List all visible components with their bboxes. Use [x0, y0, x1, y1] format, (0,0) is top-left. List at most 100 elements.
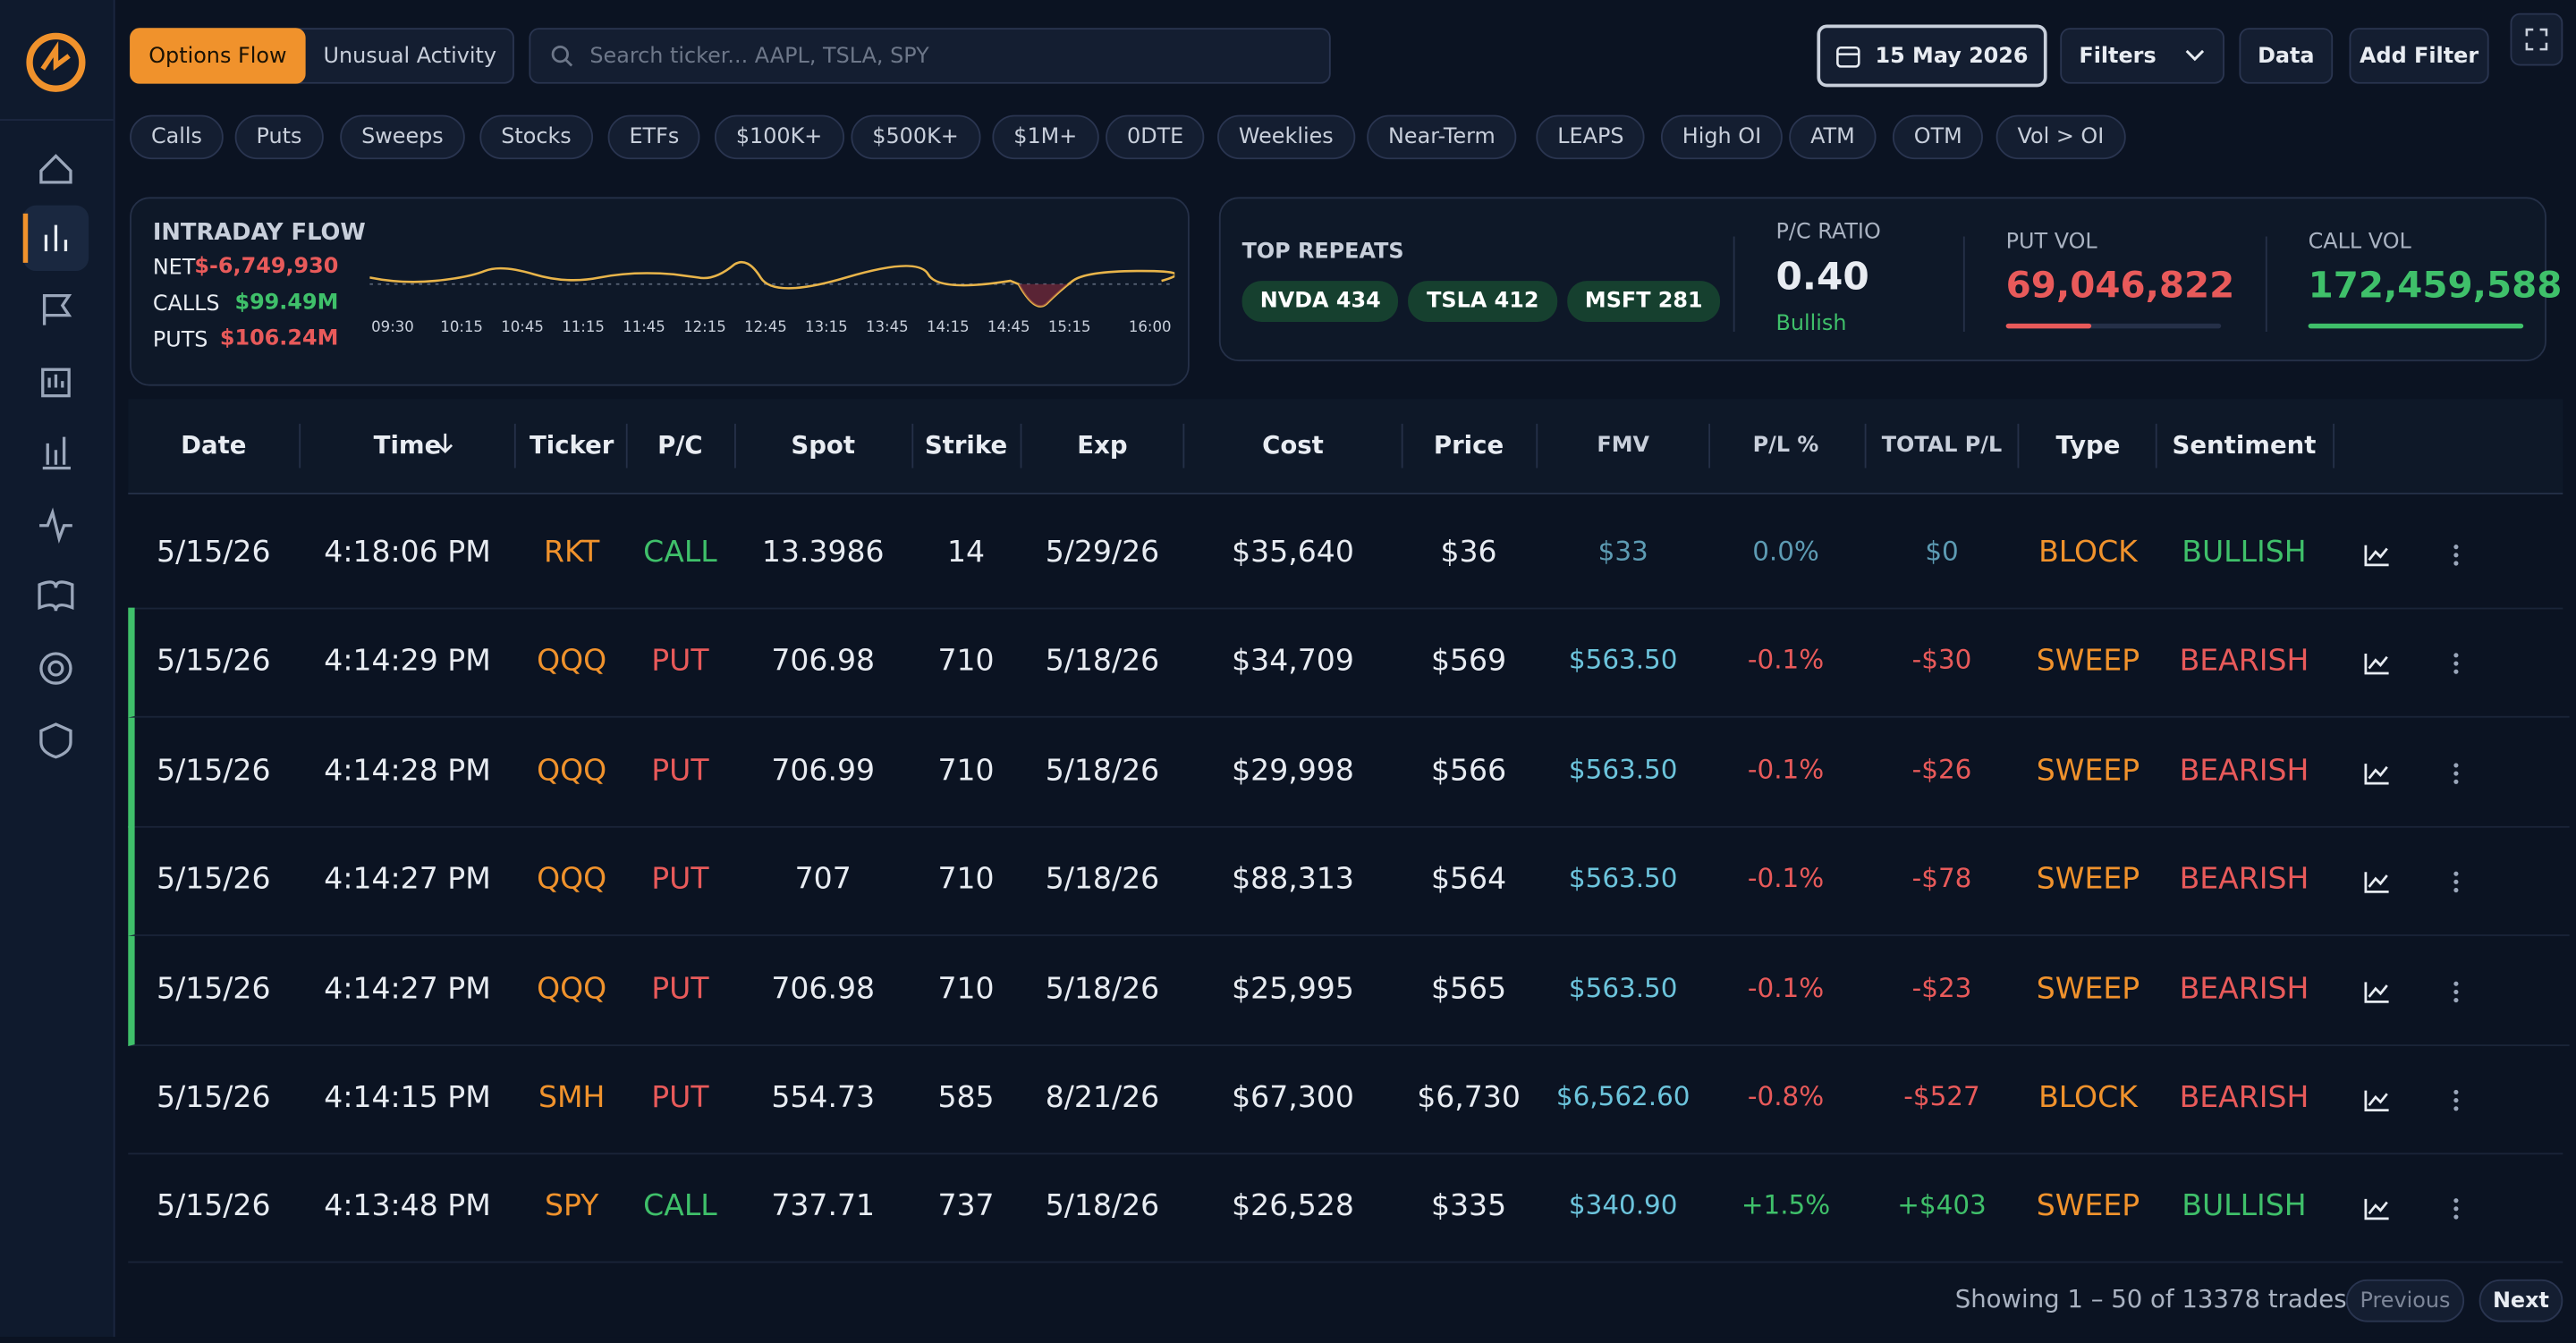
stats-panel: TOP REPEATS NVDA 434 TSLA 412 MSFT 281 P/C…	[1218, 197, 2562, 362]
table-cell: QQQ	[537, 862, 607, 898]
time-label: 13:15	[805, 320, 848, 337]
table-row[interactable]	[128, 499, 2563, 610]
row-actions[interactable]	[2362, 978, 2478, 1004]
next-button[interactable]: Next	[2479, 1279, 2563, 1322]
table-cell: BULLISH	[2182, 535, 2307, 570]
filter-chip[interactable]: Calls	[130, 114, 224, 160]
intraday-panel: INTRADAY FLOW NET $-6,749,930 CALLS $99.49M…	[130, 197, 1190, 386]
column-header: Time	[373, 430, 442, 460]
table-cell: 4:14:27 PM	[324, 862, 491, 898]
table-cell: $564	[1430, 862, 1507, 898]
row-actions[interactable]	[2362, 651, 2478, 677]
filter-chip[interactable]: OTM	[1892, 114, 1984, 160]
table-cell: 5/15/26	[157, 753, 271, 789]
table-cell: -0.1%	[1747, 862, 1825, 894]
table-row[interactable]	[128, 1044, 2563, 1155]
column-header: FMV	[1597, 433, 1649, 459]
row-actions[interactable]	[2362, 869, 2478, 895]
table-cell: 554.73	[771, 1080, 876, 1116]
row-actions[interactable]	[2362, 1196, 2478, 1222]
table-cell: 710	[937, 753, 995, 789]
table-row[interactable]	[128, 608, 2570, 719]
table-cell: $563.50	[1568, 753, 1678, 785]
time-label: 09:30	[371, 320, 414, 337]
pc-ratio-label: P/C RATIO	[1775, 220, 1881, 245]
filter-chip[interactable]: Sweeps	[340, 114, 465, 160]
tab[interactable]: Options Flow	[130, 28, 306, 84]
search-box[interactable]: Search ticker... AAPL, TSLA, SPY	[529, 28, 1331, 84]
table-row[interactable]	[128, 826, 2570, 937]
add-filter-button[interactable]: Add Filter	[2349, 28, 2489, 84]
date-button[interactable]: 15 May 2026	[1817, 24, 2047, 88]
table-row[interactable]	[128, 935, 2570, 1046]
call-vol-bar	[2308, 323, 2524, 329]
filter-chip[interactable]: $500K+	[851, 114, 980, 160]
row-action-icons[interactable]	[2362, 978, 2478, 1004]
row-action-icons[interactable]	[2362, 760, 2478, 786]
filter-chip[interactable]: Stocks	[479, 114, 593, 160]
row-actions[interactable]	[2362, 542, 2478, 568]
table-cell: $563.50	[1568, 862, 1678, 894]
table-cell: 737	[937, 1189, 995, 1225]
row-actions[interactable]	[2362, 760, 2478, 786]
table-cell: 4:18:06 PM	[324, 535, 491, 570]
flow-value: $-6,749,930	[194, 254, 339, 280]
table-cell: 5/15/26	[157, 535, 271, 570]
flow-label: PUTS	[152, 328, 208, 353]
table-cell: 710	[937, 644, 995, 680]
column-divider	[1401, 423, 1403, 469]
filters-button[interactable]: Filters	[2060, 28, 2224, 84]
row-actions[interactable]	[2362, 1087, 2478, 1113]
table-cell: 5/15/26	[157, 971, 271, 1007]
table-cell: $563.50	[1568, 644, 1678, 676]
column-header: Sentiment	[2172, 430, 2317, 460]
table-cell: +$403	[1897, 1189, 1987, 1221]
data-button[interactable]: Data	[2239, 28, 2334, 84]
filter-chip[interactable]: Near-Term	[1367, 114, 1517, 160]
filter-chip[interactable]: High OI	[1660, 114, 1783, 160]
row-action-icons[interactable]	[2362, 869, 2478, 895]
filter-chip[interactable]: Vol > OI	[1996, 114, 2126, 160]
column-divider	[1020, 423, 1022, 469]
filters-label: Filters	[2079, 43, 2157, 69]
prev-button[interactable]: Previous	[2345, 1279, 2465, 1322]
tab[interactable]: Unusual Activity	[323, 43, 497, 69]
row-action-icons[interactable]	[2362, 542, 2478, 568]
table-cell: BEARISH	[2179, 644, 2309, 680]
table-row[interactable]	[128, 717, 2570, 828]
row-action-icons[interactable]	[2362, 1196, 2478, 1222]
table-cell: BLOCK	[2038, 535, 2138, 570]
put-vol-label: PUT VOL	[2005, 230, 2097, 255]
panel-title: INTRADAY FLOW	[152, 220, 366, 247]
filter-chip[interactable]: $1M+	[992, 114, 1099, 160]
filter-chip[interactable]: $100K+	[714, 114, 844, 160]
table-cell: 585	[937, 1080, 995, 1116]
chevron	[2186, 49, 2205, 62]
table-cell: SWEEP	[2036, 1189, 2140, 1225]
filter-chip[interactable]: 0DTE	[1106, 114, 1206, 160]
table-cell: $25,995	[1232, 971, 1354, 1007]
table-cell: 707	[794, 862, 852, 898]
table-cell: $563.50	[1568, 971, 1678, 1003]
row-action-icons[interactable]	[2362, 1087, 2478, 1113]
column-header: Spot	[791, 430, 856, 460]
pc-ratio-value: 0.40	[1775, 256, 1869, 300]
table-cell: SWEEP	[2036, 644, 2140, 680]
table-cell: $26,528	[1232, 1189, 1354, 1225]
table-cell: PUT	[651, 971, 709, 1007]
table-cell: QQQ	[537, 753, 607, 789]
table-cell: $6,562.60	[1555, 1080, 1690, 1112]
filter-chip[interactable]: Weeklies	[1217, 114, 1355, 160]
filter-chip[interactable]: Puts	[234, 114, 324, 160]
table-cell: 706.98	[771, 644, 876, 680]
table-cell: BEARISH	[2179, 971, 2309, 1007]
time-label: 16:00	[1128, 320, 1172, 337]
table-cell: QQQ	[537, 971, 607, 1007]
filter-chip[interactable]: ATM	[1789, 114, 1877, 160]
table-cell: $33	[1597, 535, 1648, 567]
row-action-icons[interactable]	[2362, 651, 2478, 677]
table-row[interactable]	[128, 1153, 2563, 1264]
filter-chip[interactable]: LEAPS	[1536, 114, 1646, 160]
filter-chip[interactable]: ETFs	[607, 114, 701, 160]
fullscreen-button[interactable]	[2510, 13, 2563, 66]
